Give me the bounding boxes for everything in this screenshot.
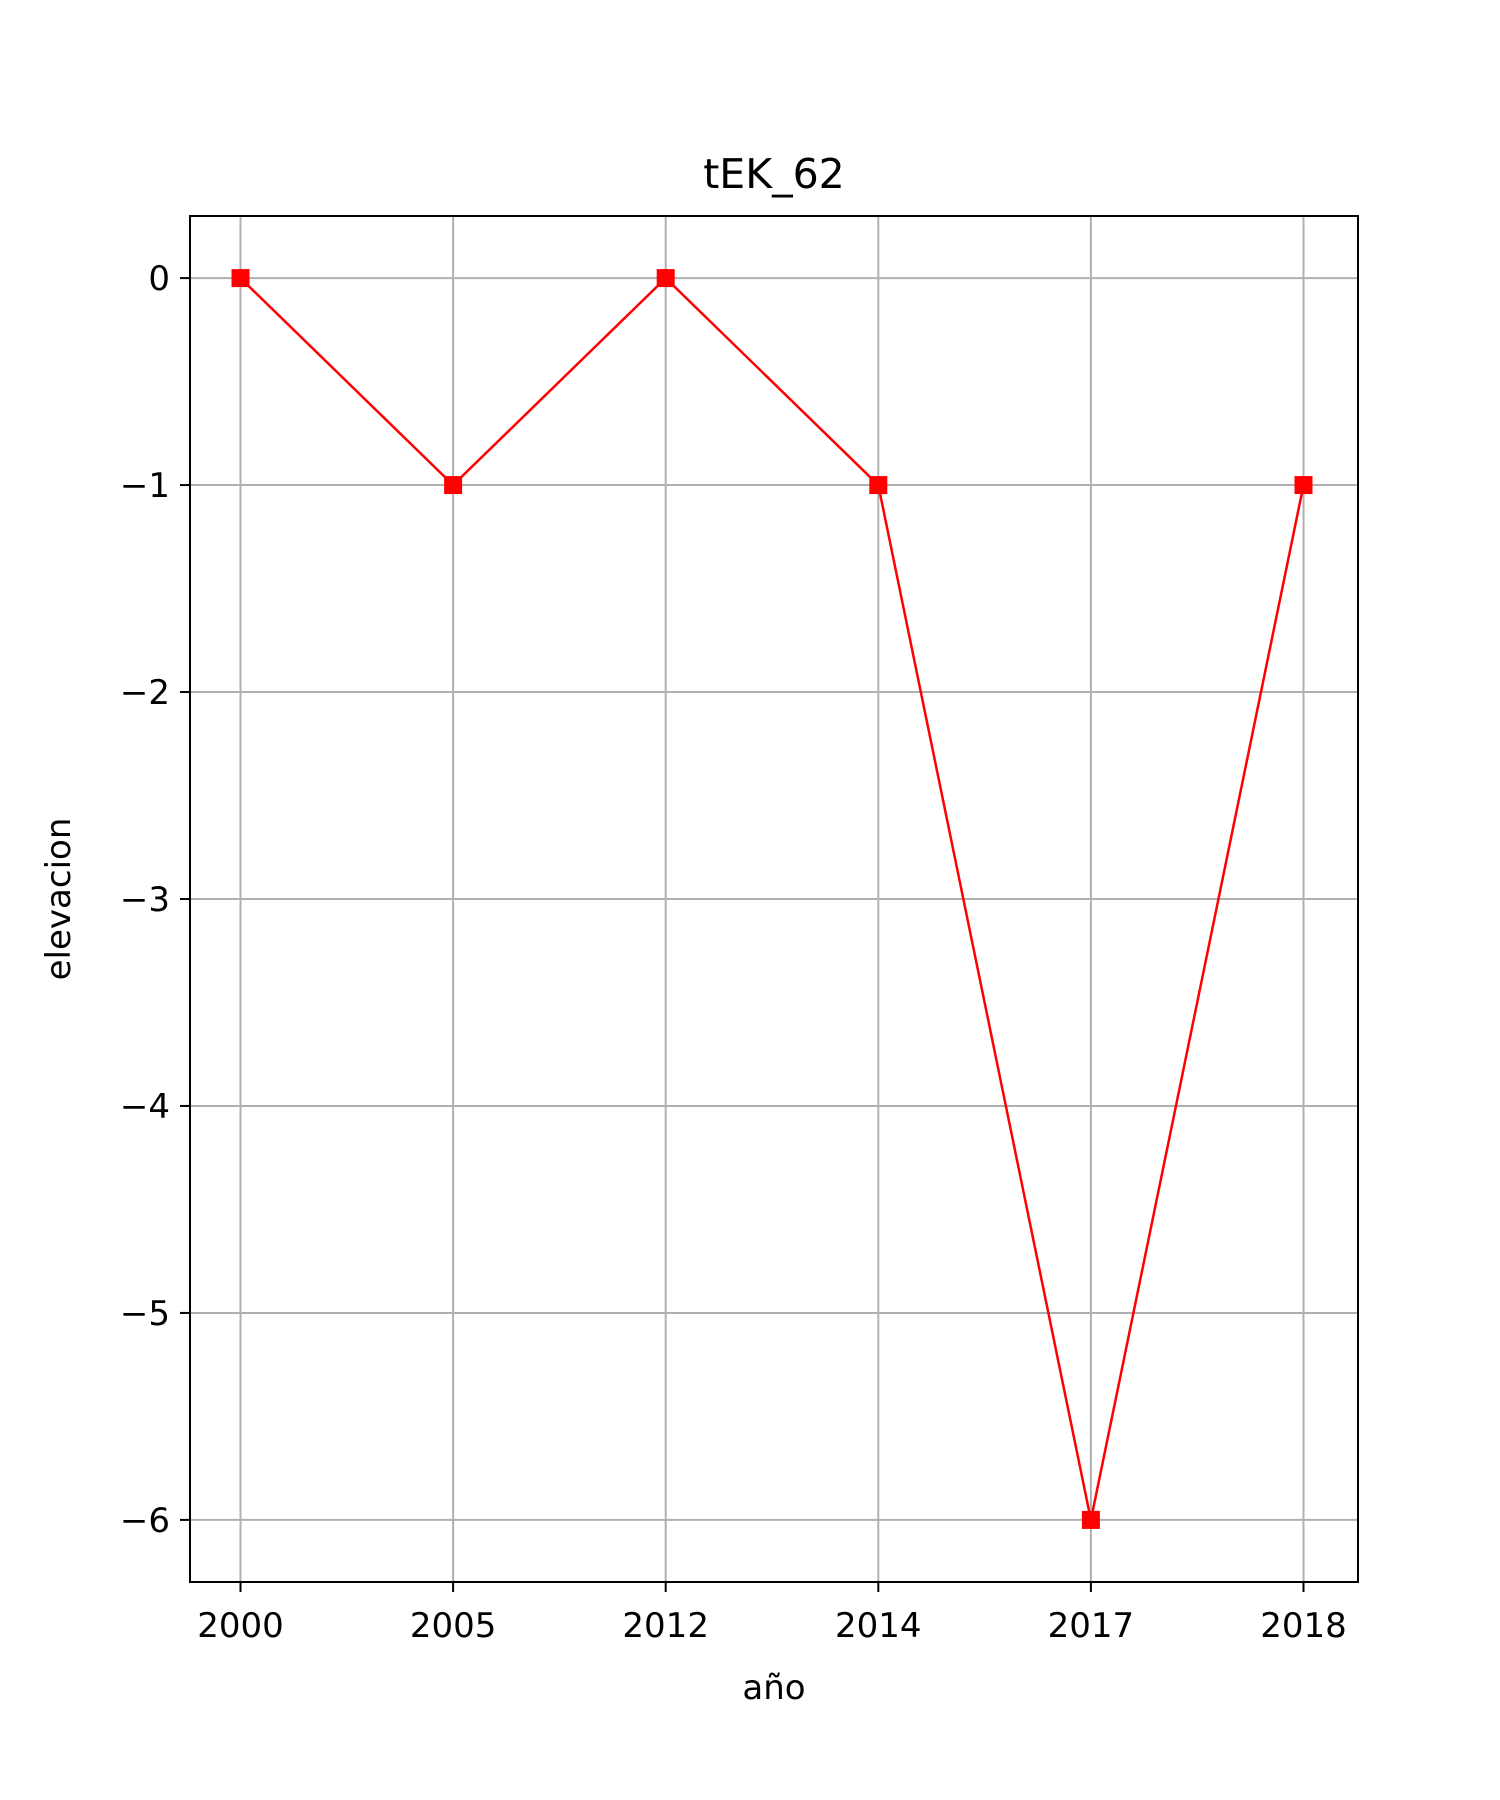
series-line-path [239,276,1305,1521]
x-axis-ticks: 2000 2005 2012 2014 2017 2018 [197,1582,1347,1646]
y-tick-label: −5 [120,1294,170,1334]
x-tick-label: 2012 [622,1606,709,1646]
data-point-marker [1081,1510,1100,1529]
x-axis-label: año [742,1668,805,1708]
series-line [239,276,1305,1521]
y-axis-label: elevacion [39,818,79,981]
data-point-marker [444,476,463,495]
y-tick-label: −3 [120,880,170,920]
x-tick-label: 2005 [410,1606,497,1646]
y-tick-label: −2 [120,673,170,713]
y-tick-label: −4 [120,1087,170,1127]
y-tick-label: −6 [120,1501,170,1541]
chart-title: tEK_62 [703,150,845,198]
y-tick-label: 0 [148,259,170,299]
x-tick-label: 2014 [835,1606,922,1646]
x-tick-label: 2000 [197,1606,284,1646]
x-tick-label: 2018 [1260,1606,1347,1646]
grid [190,216,1358,1582]
y-axis-ticks: 0 −1 −2 −3 −4 −5 −6 [120,259,190,1541]
data-point-marker [1294,476,1313,495]
data-point-marker [231,269,250,288]
y-tick-label: −1 [120,466,170,506]
data-point-marker [869,476,888,495]
series-markers [231,269,1313,1529]
x-tick-label: 2017 [1048,1606,1135,1646]
data-point-marker [656,269,675,288]
